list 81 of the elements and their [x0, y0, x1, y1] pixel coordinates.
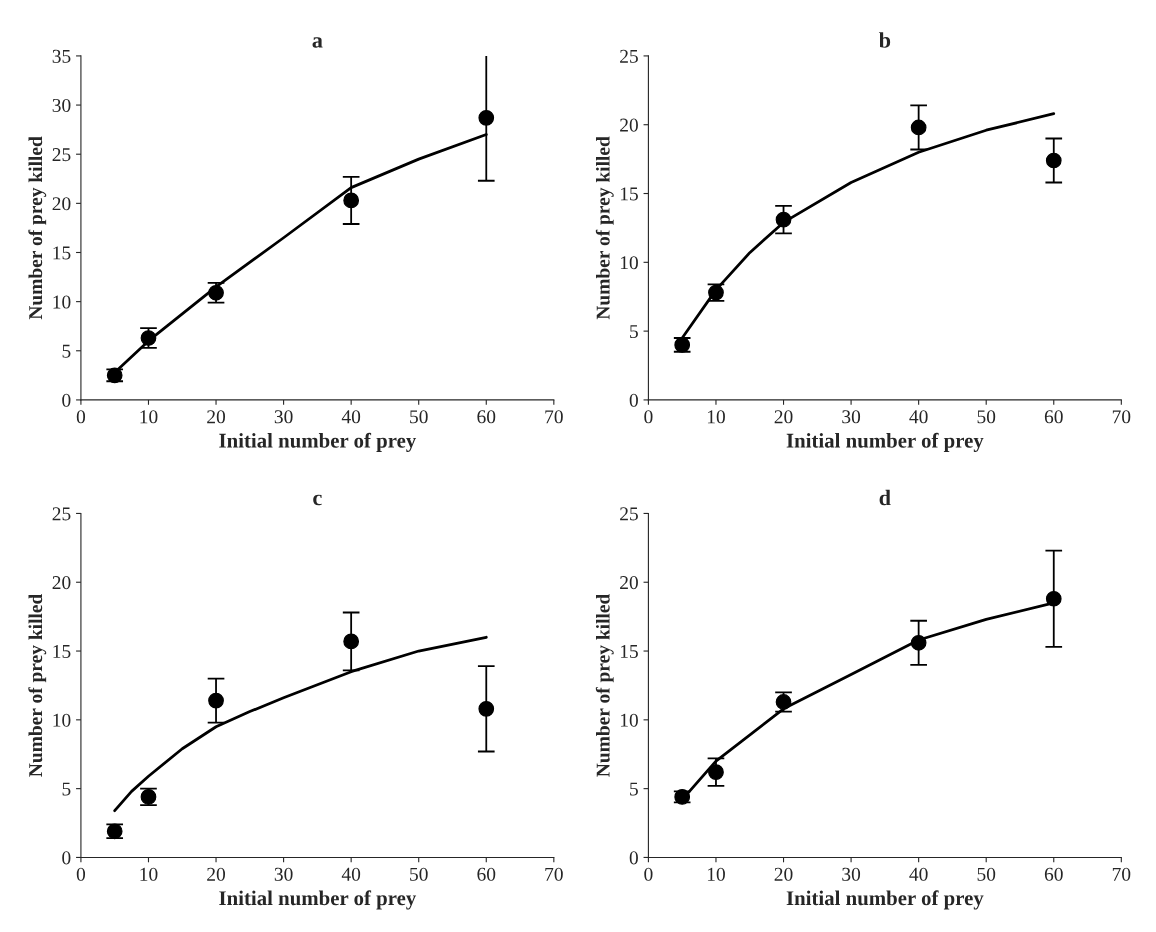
y-tick-label: 10 — [620, 256, 638, 270]
x-tick-label: 10 — [707, 867, 725, 881]
x-tick-label: 60 — [477, 867, 496, 881]
x-tick-label: 40 — [909, 410, 928, 424]
x-tick-label: 20 — [774, 410, 793, 424]
x-tick-label: 10 — [140, 867, 158, 881]
y-tick-label: 10 — [53, 295, 71, 309]
point — [343, 633, 360, 650]
x-tick-label: 40 — [341, 867, 361, 881]
x-axis-title: Initial number of prey — [219, 890, 417, 910]
x-tick-label: 60 — [1044, 867, 1063, 881]
point — [478, 109, 495, 126]
x-tick-label: 10 — [140, 410, 158, 424]
x-tick-label: 70 — [1112, 410, 1131, 424]
x-tick-label: 20 — [207, 867, 226, 881]
chart-title: a — [312, 37, 323, 48]
y-tick-label: 0 — [62, 393, 71, 407]
x-tick-label: 60 — [477, 410, 496, 424]
x-tick-label: 0 — [76, 410, 86, 424]
chart-title: b — [878, 32, 891, 48]
point — [1045, 590, 1062, 607]
x-axis-title: Initial number of prey — [219, 432, 417, 452]
y-tick-label: 15 — [620, 187, 638, 201]
x-tick-label: 40 — [341, 410, 361, 424]
x-tick-label: 70 — [545, 410, 563, 424]
y-tick-label: 10 — [620, 713, 638, 727]
y-tick-label: 5 — [630, 782, 638, 796]
y-tick-label: 20 — [620, 576, 638, 590]
y-tick-label: 5 — [62, 782, 71, 796]
point — [910, 119, 927, 136]
y-tick-label: 20 — [52, 197, 71, 211]
chart-title: d — [879, 489, 891, 506]
x-tick-label: 50 — [410, 867, 428, 881]
y-tick-label: 20 — [52, 576, 71, 590]
x-tick-label: 70 — [545, 867, 563, 881]
y-axis-title: Number of prey killed — [595, 593, 614, 777]
x-axis-title: Initial number of prey — [786, 890, 984, 910]
y-tick-label: 5 — [62, 344, 71, 358]
y-tick-label: 30 — [52, 98, 71, 112]
y-tick-label: 15 — [53, 644, 71, 658]
y-tick-label: 15 — [620, 644, 638, 658]
y-tick-label: 0 — [629, 851, 638, 865]
point — [910, 634, 927, 651]
x-tick-label: 0 — [644, 867, 653, 881]
x-tick-label: 50 — [977, 410, 996, 424]
y-tick-label: 0 — [629, 393, 638, 407]
x-tick-label: 30 — [274, 410, 293, 424]
y-tick-label: 35 — [52, 49, 71, 63]
chart-title: c — [313, 494, 322, 506]
y-axis-title: Number of prey killed — [28, 593, 47, 777]
y-tick-label: 5 — [630, 325, 638, 339]
x-tick-label: 70 — [1112, 867, 1131, 881]
y-tick-label: 15 — [53, 246, 71, 260]
x-tick-label: 0 — [644, 410, 653, 424]
x-tick-label: 30 — [842, 410, 861, 424]
x-tick-label: 30 — [274, 867, 293, 881]
y-axis-title: Number of prey killed — [595, 136, 614, 320]
y-tick-label: 25 — [620, 507, 638, 521]
y-tick-label: 0 — [62, 851, 71, 865]
y-axis-title: Number of prey killed — [28, 136, 47, 320]
y-tick-label: 25 — [52, 507, 71, 521]
x-axis-title: Initial number of prey — [786, 432, 984, 452]
x-tick-label: 20 — [774, 867, 793, 881]
point — [775, 211, 792, 228]
point — [1045, 152, 1062, 169]
point — [478, 700, 495, 717]
point — [208, 692, 224, 709]
y-tick-label: 10 — [53, 713, 71, 727]
x-tick-label: 20 — [207, 410, 226, 424]
y-tick-label: 20 — [620, 118, 638, 132]
x-tick-label: 60 — [1044, 410, 1063, 424]
y-tick-label: 25 — [52, 148, 71, 162]
x-tick-label: 50 — [410, 410, 428, 424]
point — [343, 192, 360, 209]
x-tick-label: 10 — [707, 410, 725, 424]
x-tick-label: 40 — [909, 867, 928, 881]
x-tick-label: 0 — [76, 867, 86, 881]
x-tick-label: 30 — [842, 867, 861, 881]
y-tick-label: 25 — [620, 49, 638, 63]
x-tick-label: 50 — [977, 867, 996, 881]
point — [708, 764, 724, 780]
